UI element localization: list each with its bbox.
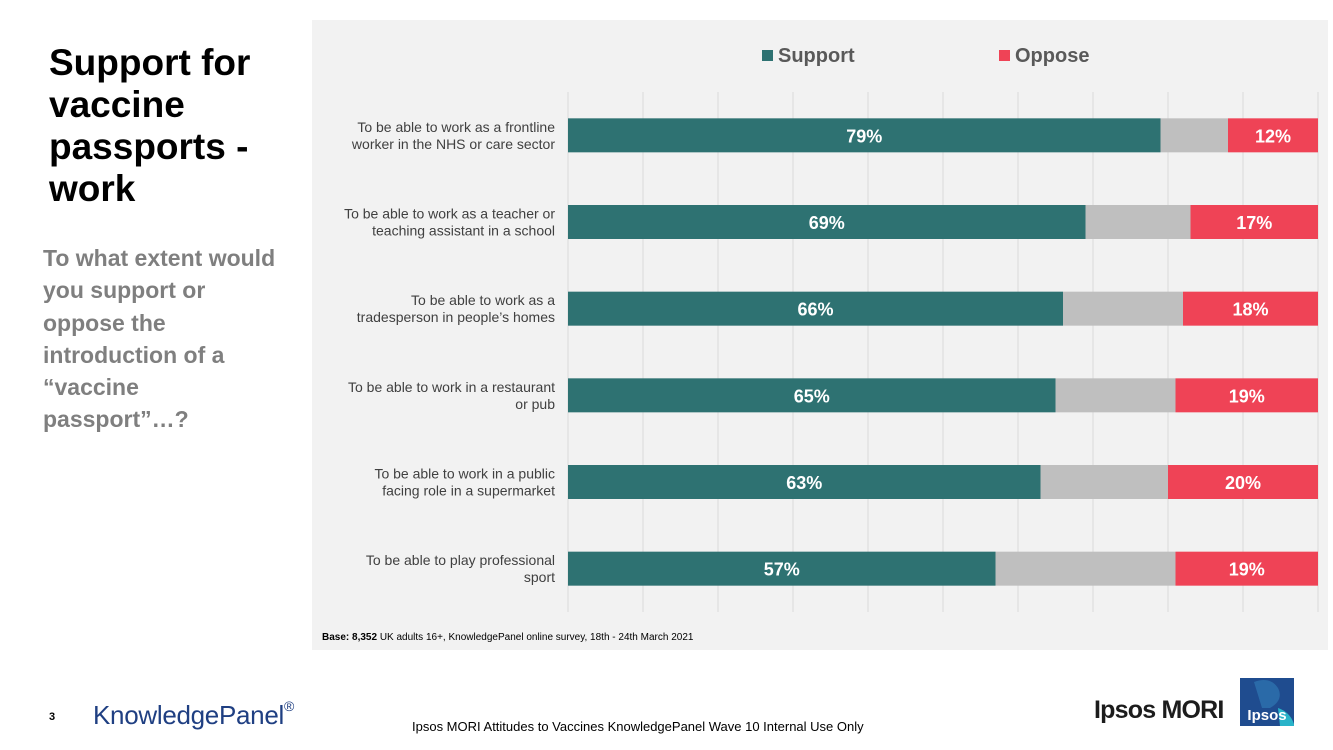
data-label-support: 66% xyxy=(797,300,833,320)
data-label-support: 69% xyxy=(809,213,845,233)
bar-segment-oppose xyxy=(1183,291,1318,326)
bar-segment-support xyxy=(568,205,1086,239)
knowledgepanel-logo-text: KnowledgePanel xyxy=(93,700,284,730)
data-label-oppose: 20% xyxy=(1225,473,1261,493)
legend-swatch-oppose xyxy=(999,50,1010,61)
ipsos-logo-badge: Ipsos xyxy=(1240,678,1294,726)
chart-panel: Support Oppose To be able to work as a fro… xyxy=(312,20,1328,650)
bar-segment-oppose xyxy=(1190,205,1318,239)
bar-segment-support xyxy=(568,551,996,586)
category-label: To be able to work in a restaurant or pub xyxy=(348,379,555,412)
footer-text: Ipsos MORI Attitudes to Vaccines Knowled… xyxy=(412,719,864,734)
bar-segment-oppose xyxy=(1228,118,1318,153)
bar-segment-oppose xyxy=(1168,465,1318,499)
base-note: Base: 8,352 UK adults 16+, KnowledgePane… xyxy=(322,632,693,643)
data-label-oppose: 18% xyxy=(1232,300,1268,320)
ipsos-badge-text: Ipsos xyxy=(1247,707,1286,724)
category-label-line: or pub xyxy=(515,396,555,412)
category-label-line: To be able to play professional xyxy=(366,552,555,568)
slide-title: Support for vaccine passports - work xyxy=(49,42,251,209)
bar-segment-support xyxy=(568,118,1161,153)
category-label-line: To be able to work as a xyxy=(411,292,555,308)
category-label-line: To be able to work in a restaurant xyxy=(348,379,555,395)
category-label: To be able to work as a teacher or teachi… xyxy=(344,206,555,239)
knowledgepanel-logo: KnowledgePanel® xyxy=(93,698,294,731)
legend-label-oppose: Oppose xyxy=(1015,45,1089,67)
bar-segment-oppose xyxy=(1175,378,1318,413)
base-note-bold: Base: 8,352 xyxy=(322,632,378,643)
data-label-oppose: 19% xyxy=(1229,386,1265,406)
category-label: To be able to work as a tradesperson in p… xyxy=(357,292,555,325)
data-label-oppose: 17% xyxy=(1236,213,1272,233)
category-label-line: worker in the NHS or care sector xyxy=(351,136,555,152)
category-label-line: To be able to work as a teacher or xyxy=(344,206,555,222)
bar-segment-neither xyxy=(1160,118,1228,153)
category-label-line: sport xyxy=(524,569,555,585)
bar-segment-neither xyxy=(995,551,1176,586)
data-label-support: 65% xyxy=(794,386,830,406)
category-label: To be able to play professional sport xyxy=(366,552,555,585)
bar-segment-support xyxy=(568,378,1056,413)
data-label-support: 79% xyxy=(846,126,882,146)
bar-segment-neither xyxy=(1085,205,1191,239)
bar-segment-support xyxy=(568,291,1063,326)
bar-segment-neither xyxy=(1040,465,1168,499)
bar-segment-neither xyxy=(1055,378,1176,413)
data-label-support: 63% xyxy=(786,473,822,493)
bar-segment-oppose xyxy=(1175,551,1318,586)
data-label-oppose: 12% xyxy=(1255,126,1291,146)
survey-question: To what extent would you support or oppo… xyxy=(43,245,276,433)
bar-segment-neither xyxy=(1063,291,1183,326)
category-label-line: facing role in a supermarket xyxy=(382,483,555,499)
category-label-line: tradesperson in people’s homes xyxy=(357,309,555,325)
data-label-oppose: 19% xyxy=(1229,560,1265,580)
registered-mark: ® xyxy=(283,698,294,714)
stacked-bar-chart: Support Oppose To be able to work as a fro… xyxy=(344,45,1319,612)
category-label: To be able to work in a public facing rol… xyxy=(374,466,555,499)
category-label: To be able to work as a frontline worker … xyxy=(351,119,555,152)
legend-swatch-support xyxy=(762,50,773,61)
category-label-line: To be able to work in a public xyxy=(374,466,555,482)
bar-segment-support xyxy=(568,465,1041,499)
category-label-line: To be able to work as a frontline xyxy=(357,119,555,135)
base-note-text: UK adults 16+, KnowledgePanel online sur… xyxy=(377,632,694,643)
category-label-line: teaching assistant in a school xyxy=(372,223,555,239)
ipsos-badge-swoosh xyxy=(1278,708,1294,726)
legend-label-support: Support xyxy=(778,45,855,67)
data-label-support: 57% xyxy=(764,560,800,580)
page-number: 3 xyxy=(49,711,56,723)
ipsos-badge-accent xyxy=(1254,680,1280,708)
ipsos-mori-logo-text: Ipsos MORI xyxy=(1094,696,1224,724)
